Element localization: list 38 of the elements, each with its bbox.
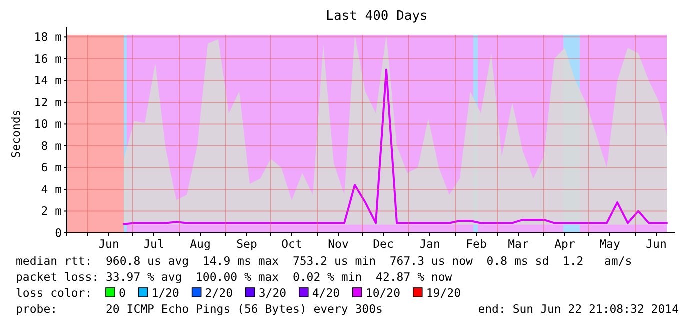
text: packet loss: 33.97 % avg 100.00 % max 0.02 % min 42.87 % now (16, 270, 452, 284)
x-tick-label: Jul (144, 237, 164, 251)
x-tick-label: Jun (646, 237, 667, 251)
legend-label: 1/20 (152, 286, 180, 300)
line-series (123, 68, 668, 226)
y-tick-label: 18 m (34, 30, 62, 44)
legend-title: loss color: (16, 286, 92, 300)
y-tick-label: 14 m (34, 74, 62, 88)
legend-label: 19/20 (426, 286, 462, 300)
x-tick-label: Aug (190, 237, 211, 251)
legend-label: 10/20 (366, 286, 401, 300)
x-tick-label: Oct (282, 237, 302, 251)
x-tick-label: Apr (554, 237, 576, 251)
y-tick-label: 10 m (34, 117, 62, 132)
text: median rtt: 960.8 us avg 14.9 ms max 753.2 us min 767.3 us now 0.8 ms sd 1.2 am/s (16, 254, 632, 268)
y-tick-label: 4 m (41, 182, 62, 196)
x-tick-label: Dec (373, 237, 394, 251)
text: probe: 20 ICMP Echo Pings (56 Bytes) every 300s (16, 302, 383, 316)
x-tick-label: Sep (236, 237, 258, 251)
x-tick-label: Jan (420, 237, 440, 251)
chart-title: Last 400 Days (326, 9, 428, 24)
y-tick-label: 2 m (41, 204, 62, 218)
x-tick-label: May (600, 237, 620, 251)
legend-label: 0 (119, 286, 126, 300)
y-tick-label: 8 m (41, 138, 62, 153)
x-tick-label: Jun (98, 237, 120, 251)
text: end: Sun Jun 22 21:08:32 2014 (478, 302, 680, 316)
legend-label: 2/20 (205, 286, 234, 300)
x-tick-label: Nov (328, 237, 349, 251)
x-tick-label: Feb (466, 237, 487, 251)
y-tick-label: 6 m (41, 160, 62, 175)
x-tick-label: Mar (508, 237, 529, 251)
legend-label: 3/20 (258, 286, 287, 300)
y-tick-label: 0 (55, 226, 62, 240)
y-tick-label: 16 m (34, 52, 62, 66)
y-tick-label: 12 m (34, 95, 62, 110)
legend-label: 4/20 (312, 286, 340, 300)
y-axis-title: Seconds (9, 110, 23, 158)
